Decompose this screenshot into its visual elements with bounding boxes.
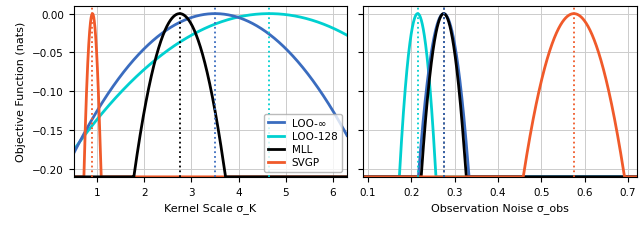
Y-axis label: Objective Function (nats): Objective Function (nats) (17, 22, 26, 162)
X-axis label: Observation Noise σ_obs: Observation Noise σ_obs (431, 202, 569, 213)
X-axis label: Kernel Scale σ_K: Kernel Scale σ_K (164, 202, 257, 213)
Legend: LOO-∞, LOO-128, MLL, SVGP: LOO-∞, LOO-128, MLL, SVGP (264, 114, 342, 172)
